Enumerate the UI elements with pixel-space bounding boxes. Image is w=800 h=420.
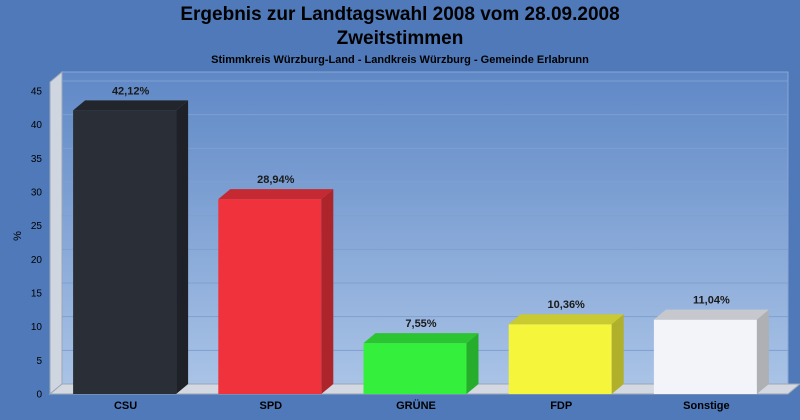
x-tick-label: FDP	[550, 400, 572, 412]
bar-top	[73, 100, 189, 111]
x-tick-label: GRÜNE	[396, 399, 436, 412]
y-tick-label: 25	[31, 221, 43, 232]
y-tick-label: 20	[31, 255, 43, 266]
chart-subtitle: Zweitstimmen	[336, 28, 464, 49]
bar-side	[756, 309, 769, 394]
bar-side	[611, 314, 624, 394]
bar-front	[653, 319, 757, 394]
data-label: 11,04%	[693, 295, 730, 307]
bars: 42,12% 28,94% 7,55% 10,36% 11,04%	[73, 85, 769, 394]
y-tick-label: 0	[36, 390, 42, 401]
bar-sonstige	[653, 309, 769, 394]
x-tick-label: SPD	[259, 400, 282, 412]
bar-gr-ne	[363, 333, 479, 394]
bar-side	[466, 333, 479, 394]
y-tick-label: 35	[31, 154, 43, 165]
y-axis: 0 5 10 15 20 25 30 35 40 45	[31, 87, 43, 401]
y-tick-label: 45	[31, 87, 43, 98]
bar-front	[363, 343, 467, 394]
chart-left-wall	[49, 70, 63, 396]
y-axis-label: %	[12, 231, 24, 241]
y-tick-label: 15	[31, 289, 43, 300]
bar-front	[73, 110, 177, 394]
bar-side	[176, 100, 189, 394]
x-axis: CSU SPD GRÜNE FDP Sonstige	[114, 399, 730, 412]
data-label: 10,36%	[548, 299, 586, 311]
data-label: 7,55%	[405, 318, 436, 330]
bar-fdp	[508, 314, 624, 394]
y-tick-label: 30	[31, 188, 43, 199]
chart-title: Ergebnis zur Landtagswahl 2008 vom 28.09…	[180, 4, 620, 25]
bar-csu	[73, 100, 189, 394]
x-tick-label: Sonstige	[683, 400, 729, 412]
bar-front	[218, 199, 322, 394]
data-label: 28,94%	[257, 174, 295, 186]
y-tick-label: 10	[31, 322, 43, 333]
bar-top	[363, 333, 479, 344]
bar-spd	[218, 189, 334, 394]
data-label: 42,12%	[112, 85, 150, 97]
y-tick-label: 40	[31, 120, 43, 131]
bar-top	[218, 189, 334, 200]
chart-caption: Stimmkreis Würzburg-Land - Landkreis Wür…	[211, 54, 589, 66]
bar-side	[321, 189, 334, 394]
bar-top	[653, 309, 769, 320]
y-tick-label: 5	[36, 356, 42, 367]
bar-top	[508, 314, 624, 325]
x-tick-label: CSU	[114, 400, 137, 412]
bar-front	[508, 324, 612, 394]
